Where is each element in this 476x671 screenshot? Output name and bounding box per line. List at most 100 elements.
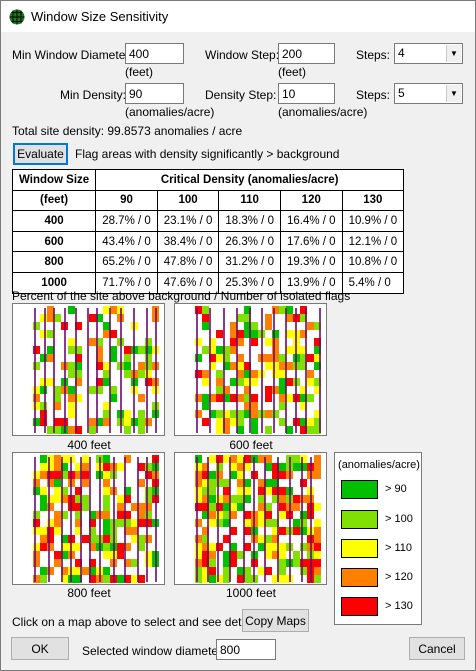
window-steps-select[interactable]: 4 ▼ bbox=[394, 43, 463, 64]
map-cell bbox=[251, 426, 258, 434]
map-cell bbox=[124, 418, 131, 426]
map-cell bbox=[307, 378, 314, 386]
map-cell bbox=[244, 495, 251, 503]
map-cell bbox=[68, 402, 75, 410]
map-cell bbox=[230, 346, 237, 354]
legend-label-120: > 120 bbox=[385, 571, 413, 583]
map-cell bbox=[96, 418, 103, 426]
map-cell bbox=[96, 386, 103, 394]
map-cell bbox=[258, 543, 265, 551]
map-cell bbox=[195, 487, 202, 495]
legend-label-130: > 130 bbox=[385, 600, 413, 612]
map-cell bbox=[307, 354, 314, 362]
map-cell bbox=[195, 463, 202, 471]
map-cell bbox=[96, 314, 103, 322]
map-cell bbox=[293, 551, 300, 559]
map-cell bbox=[237, 455, 244, 463]
map-cell bbox=[307, 370, 314, 378]
header-density-110: 110 bbox=[218, 189, 281, 212]
table-cell: 17.6% / 0 bbox=[279, 230, 343, 253]
map-cell bbox=[89, 338, 96, 346]
map-cell bbox=[103, 519, 110, 527]
copy-maps-button[interactable]: Copy Maps bbox=[242, 609, 309, 632]
map-cell bbox=[202, 418, 209, 426]
table-cell: 31.2% / 0 bbox=[218, 251, 281, 273]
map-cell bbox=[258, 535, 265, 543]
map-cell bbox=[54, 402, 61, 410]
evaluate-description: Flag areas with density significantly > … bbox=[75, 147, 340, 161]
map-cell bbox=[272, 463, 279, 471]
map-cell bbox=[314, 338, 321, 346]
map-cell bbox=[300, 354, 307, 362]
map-cell bbox=[279, 487, 286, 495]
min-window-input[interactable] bbox=[125, 43, 184, 64]
map-cell bbox=[244, 455, 251, 463]
map-cell bbox=[124, 410, 131, 418]
map-cell bbox=[244, 463, 251, 471]
map-cell bbox=[89, 575, 96, 583]
map-cell bbox=[89, 559, 96, 567]
cancel-button[interactable]: Cancel bbox=[409, 637, 465, 660]
map-cell bbox=[265, 503, 272, 511]
map-cell bbox=[237, 418, 244, 426]
map-cell bbox=[195, 543, 202, 551]
map-cell bbox=[61, 511, 68, 519]
density-steps-value: 5 bbox=[398, 86, 405, 100]
window-step-input[interactable] bbox=[278, 43, 335, 64]
header-window-size: Window Size bbox=[11, 169, 97, 191]
map-800-feet[interactable] bbox=[12, 452, 165, 585]
map-cell bbox=[237, 471, 244, 479]
map-cell bbox=[237, 551, 244, 559]
map-cell bbox=[54, 471, 61, 479]
evaluate-button[interactable]: Evaluate bbox=[13, 143, 68, 165]
density-map-400 bbox=[33, 306, 159, 434]
map-cell bbox=[61, 551, 68, 559]
map-cell bbox=[202, 503, 209, 511]
density-steps-select[interactable]: 5 ▼ bbox=[394, 83, 463, 104]
map-cell bbox=[103, 535, 110, 543]
map-cell bbox=[61, 495, 68, 503]
map-400-feet[interactable] bbox=[12, 303, 165, 436]
map-cell bbox=[300, 559, 307, 567]
map-cell bbox=[131, 535, 138, 543]
map-cell bbox=[209, 354, 216, 362]
map-cell bbox=[82, 567, 89, 575]
chevron-down-icon[interactable]: ▼ bbox=[446, 45, 461, 62]
total-density-text: Total site density: 99.8573 anomalies / … bbox=[12, 124, 243, 138]
map-cell bbox=[75, 346, 82, 354]
map-cell bbox=[117, 503, 124, 511]
map-cell bbox=[272, 306, 279, 314]
table-cell: 28.7% / 0 bbox=[95, 210, 158, 232]
map-cell bbox=[230, 418, 237, 426]
map-cell bbox=[300, 543, 307, 551]
map-cell bbox=[82, 495, 89, 503]
ok-button[interactable]: OK bbox=[11, 637, 69, 660]
chevron-down-icon[interactable]: ▼ bbox=[446, 85, 461, 102]
map-600-feet[interactable] bbox=[174, 303, 327, 436]
window-step-label: Window Step: bbox=[205, 48, 280, 62]
map-1000-feet[interactable] bbox=[174, 452, 327, 585]
map-cell bbox=[272, 370, 279, 378]
map-cell bbox=[244, 370, 251, 378]
map-cell bbox=[209, 487, 216, 495]
map-cell bbox=[307, 322, 314, 330]
map-cell bbox=[138, 575, 145, 583]
map-cell bbox=[33, 346, 40, 354]
map-cell bbox=[230, 543, 237, 551]
density-step-input[interactable] bbox=[278, 83, 335, 104]
map-cell bbox=[68, 394, 75, 402]
map-cell bbox=[223, 519, 230, 527]
map-cell bbox=[223, 354, 230, 362]
map-cell bbox=[82, 471, 89, 479]
map-cell bbox=[82, 463, 89, 471]
table-row: 800 65.2% / 0 47.8% / 0 31.2% / 0 19.3% … bbox=[11, 251, 405, 273]
map-cell bbox=[244, 527, 251, 535]
map-cell bbox=[237, 394, 244, 402]
selected-window-input[interactable] bbox=[216, 639, 276, 660]
map-cell bbox=[110, 306, 117, 314]
min-density-input[interactable] bbox=[125, 83, 184, 104]
map-cell bbox=[244, 519, 251, 527]
map-cell bbox=[75, 487, 82, 495]
map-cell bbox=[103, 567, 110, 575]
map-cell bbox=[272, 386, 279, 394]
